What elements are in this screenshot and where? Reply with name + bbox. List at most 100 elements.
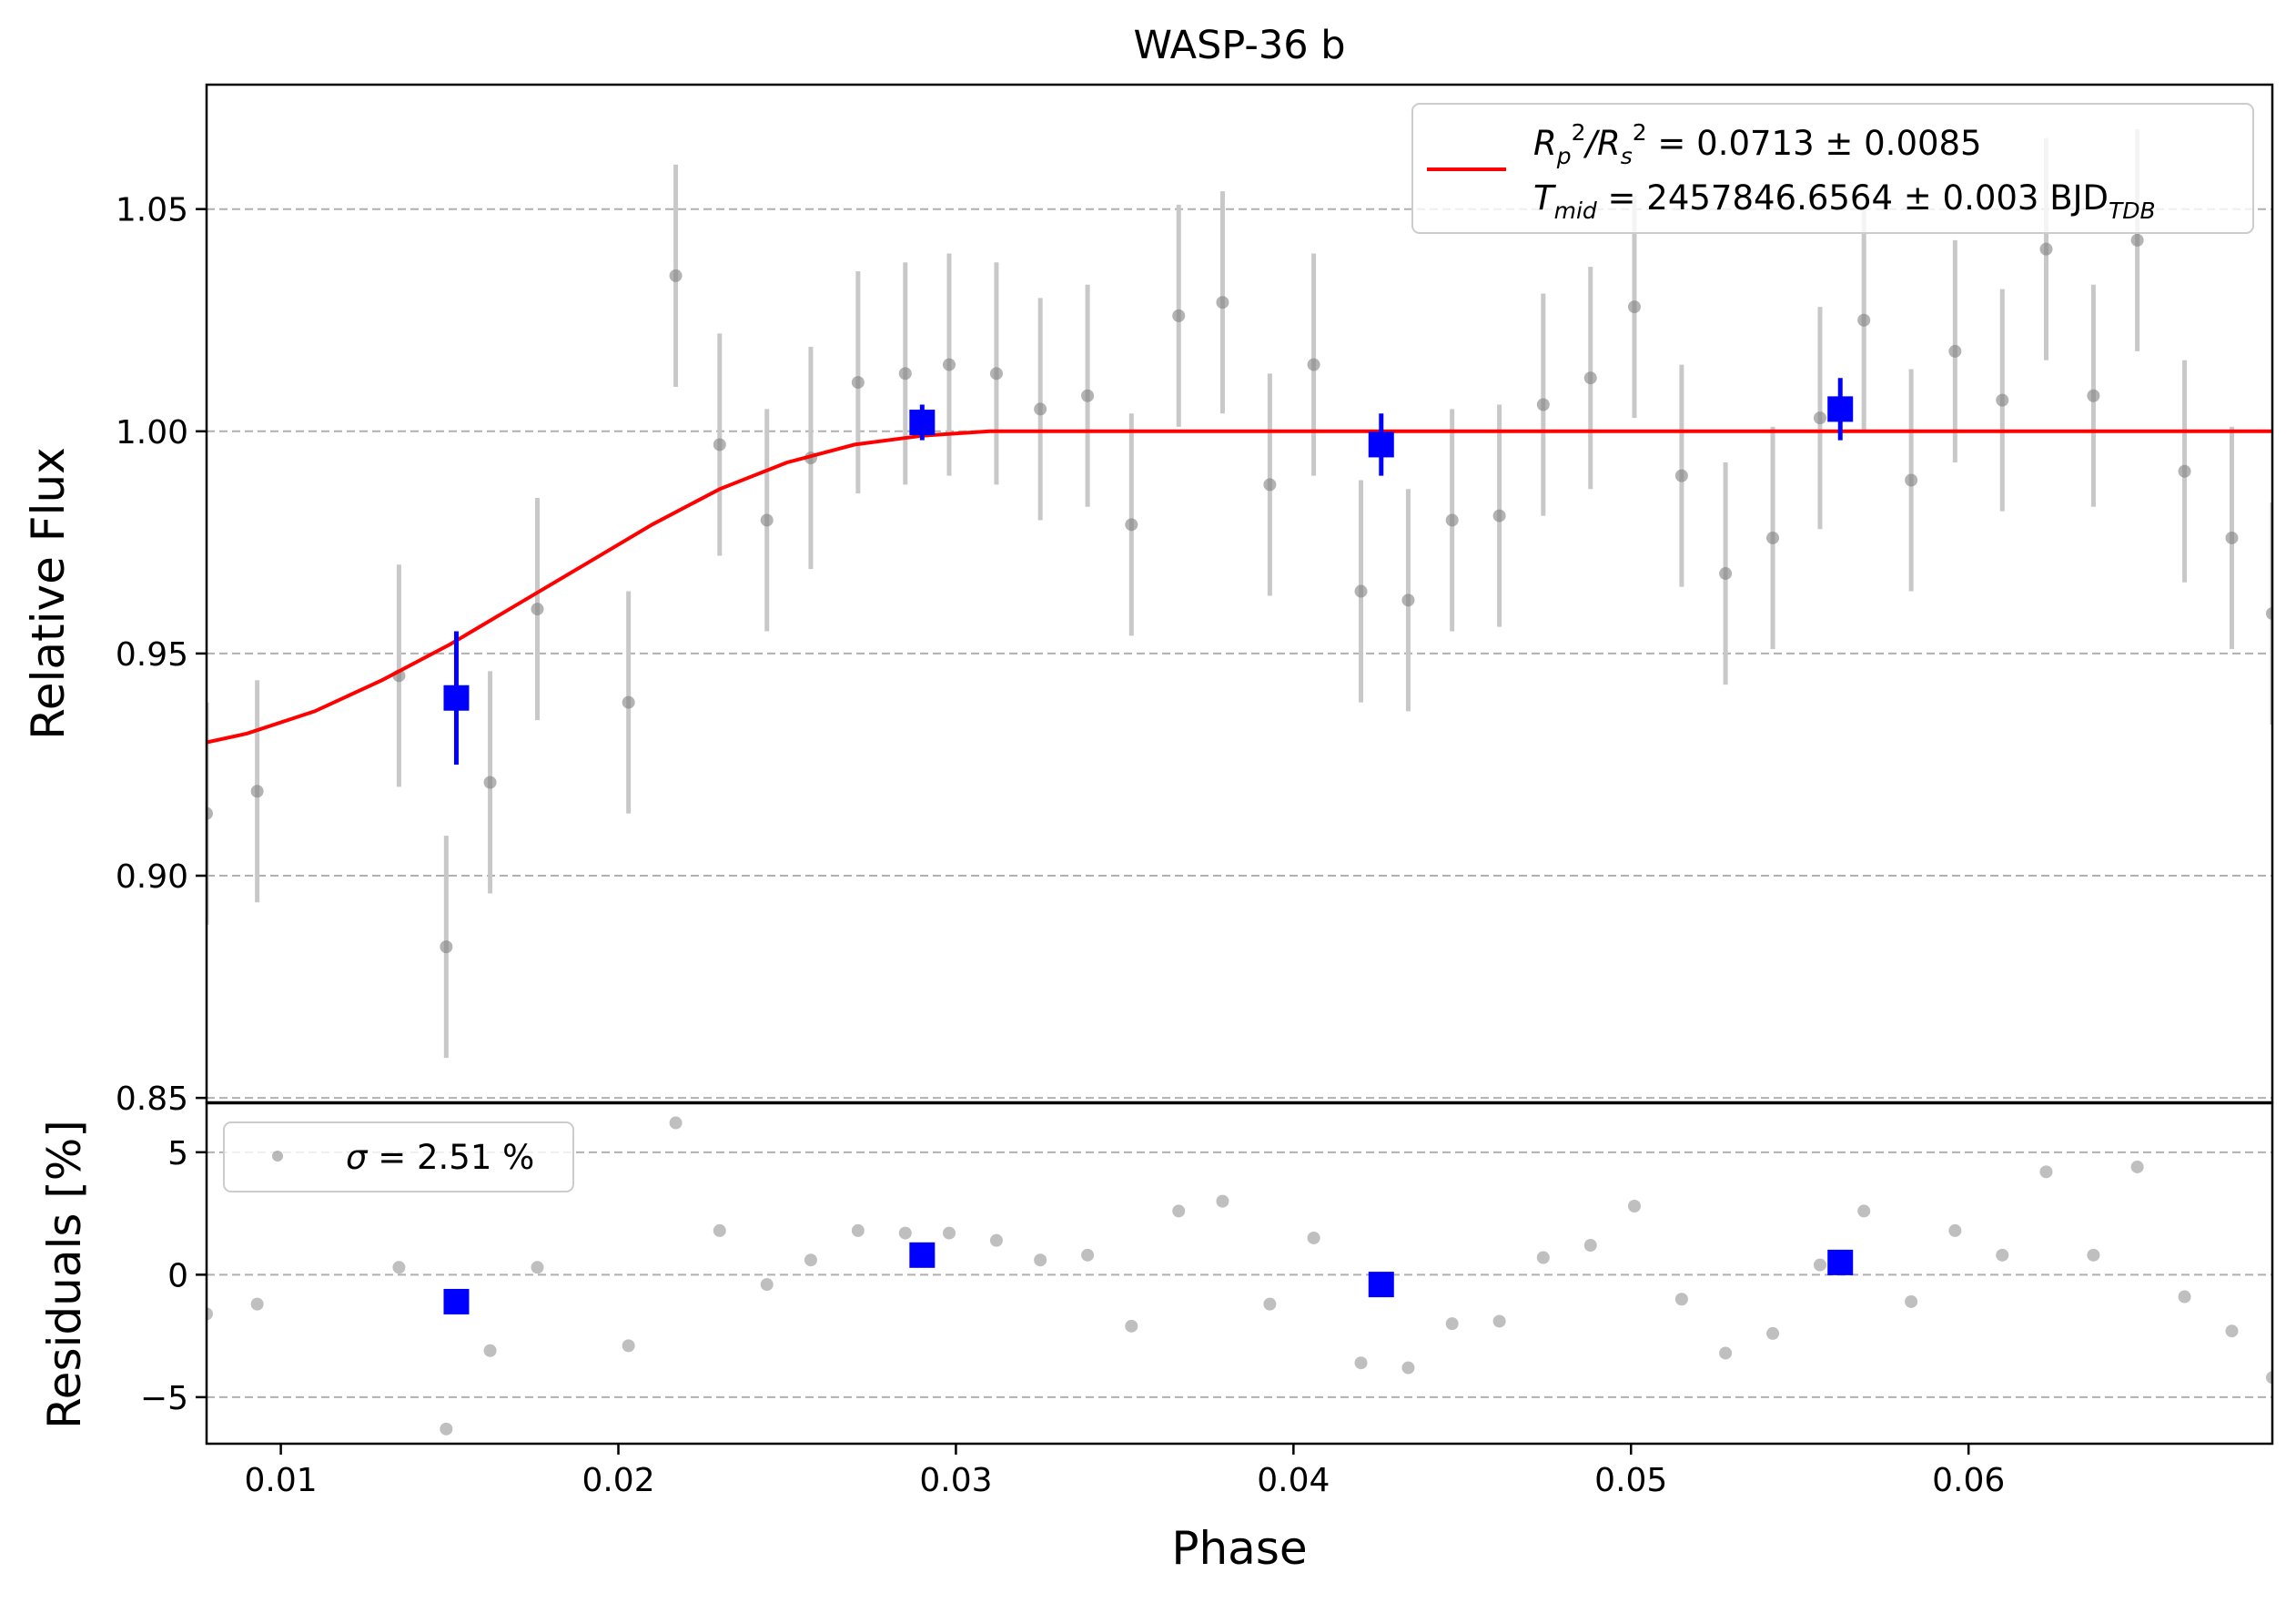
raw-point — [1627, 300, 1641, 314]
residual-binned-points — [443, 1242, 1854, 1314]
residual-point — [943, 1226, 956, 1240]
x-axis-ticks: 0.01 0.02 0.03 0.04 0.05 0.06 — [245, 1444, 2005, 1499]
raw-point — [531, 603, 544, 616]
residual-point — [250, 1297, 264, 1311]
main-y-tick-label: 0.95 — [116, 636, 188, 674]
raw-point — [1125, 518, 1138, 532]
residual-point — [1813, 1258, 1826, 1272]
residual-point — [1263, 1297, 1277, 1311]
model-transit-curve — [207, 429, 2272, 745]
main-legend-box — [1411, 103, 2254, 234]
binned-point — [1368, 431, 1394, 458]
main-legend: Rp2/Rs2 = 0.0713 ± 0.0085 Tmid = 2457846… — [1411, 103, 2254, 234]
raw-point — [1536, 398, 1550, 411]
residual-point — [760, 1278, 774, 1292]
residual-point — [1583, 1239, 1597, 1253]
raw-point — [1766, 531, 1780, 544]
raw-point — [1583, 371, 1597, 385]
residual-point — [1445, 1317, 1459, 1331]
residual-point — [1766, 1326, 1780, 1340]
residual-legend-marker — [272, 1151, 283, 1162]
residual-legend-label: σ = 2.51 % — [346, 1138, 534, 1177]
residual-point — [1034, 1253, 1047, 1267]
main-panel: 0.85 0.90 0.95 1.00 1.05 Rp2/Rs2 = 0.0713 ± … — [22, 83, 2274, 1118]
residual-axes-frame — [205, 1101, 2274, 1446]
residual-point — [1172, 1204, 1186, 1218]
main-binned-points — [443, 378, 1854, 765]
residual-point — [440, 1422, 453, 1436]
raw-point — [1034, 402, 1047, 416]
main-y-tick-label: 0.90 — [116, 858, 188, 896]
raw-point — [483, 776, 497, 789]
residual-y-ticks: −5 0 5 — [140, 1135, 207, 1417]
residual-binned-point — [1368, 1272, 1394, 1298]
raw-point — [2266, 606, 2272, 620]
residual-point — [1996, 1248, 2009, 1262]
binned-point — [443, 685, 470, 711]
residual-point — [989, 1233, 1003, 1247]
residual-point — [1401, 1361, 1415, 1375]
residual-y-tick-label: −5 — [140, 1380, 188, 1417]
residual-y-tick-label: 5 — [167, 1135, 188, 1172]
main-y-ticks: 0.85 0.90 0.95 1.00 1.05 — [116, 192, 207, 1118]
raw-point — [1857, 313, 1871, 327]
residual-legend-box — [223, 1121, 574, 1192]
raw-point — [1492, 509, 1506, 522]
raw-point — [2225, 531, 2239, 544]
residual-point — [1492, 1314, 1506, 1328]
raw-point — [1813, 411, 1826, 425]
x-tick-label: 0.05 — [1594, 1462, 1667, 1499]
residual-binned-point — [909, 1242, 936, 1268]
residual-point — [1857, 1204, 1871, 1218]
raw-point — [1354, 584, 1368, 598]
residual-raw-points — [207, 1116, 2272, 1436]
main-legend-label-rp-rs: Rp2/Rs2 = 0.0713 ± 0.0085 — [1533, 119, 1982, 169]
residual-point — [804, 1253, 817, 1267]
residual-point — [531, 1261, 544, 1274]
raw-point — [1719, 567, 1733, 581]
residual-point — [1216, 1194, 1229, 1208]
x-tick-label: 0.02 — [582, 1462, 654, 1499]
chart-title: WASP-36 b — [1133, 23, 1345, 68]
residual-legend: σ = 2.51 % — [223, 1121, 574, 1192]
raw-point — [2039, 242, 2053, 256]
residual-binned-point — [443, 1288, 470, 1314]
residual-point — [1536, 1251, 1550, 1264]
raw-point — [851, 376, 865, 390]
main-raw-points — [207, 233, 2272, 954]
residual-point — [669, 1116, 683, 1130]
raw-point — [1401, 594, 1415, 607]
binned-point — [909, 410, 936, 436]
raw-point — [1216, 296, 1229, 309]
main-gridlines — [207, 208, 2272, 1100]
residual-y-axis-label: Residuals [%] — [38, 1120, 91, 1429]
raw-point — [2178, 464, 2191, 478]
raw-point — [622, 695, 635, 709]
residual-point — [1719, 1346, 1733, 1360]
residual-point — [851, 1223, 865, 1237]
residual-point — [1125, 1319, 1138, 1333]
main-y-tick-label: 1.05 — [116, 192, 188, 229]
residual-point — [392, 1261, 406, 1274]
raw-point — [669, 269, 683, 282]
raw-point — [1948, 344, 1962, 358]
raw-point — [989, 367, 1003, 380]
x-tick-label: 0.06 — [1932, 1462, 2005, 1499]
residual-point — [2178, 1290, 2191, 1304]
raw-point — [1674, 469, 1688, 482]
binned-point — [1827, 396, 1854, 422]
x-tick-label: 0.03 — [919, 1462, 992, 1499]
main-y-tick-label: 0.85 — [116, 1081, 188, 1118]
x-tick-label: 0.01 — [245, 1462, 318, 1499]
raw-point — [2087, 389, 2100, 402]
residual-point — [898, 1226, 912, 1240]
residual-point — [1948, 1223, 1962, 1237]
residual-point — [1307, 1231, 1320, 1244]
raw-point — [250, 785, 264, 798]
residual-point — [2087, 1248, 2100, 1262]
x-tick-label: 0.04 — [1257, 1462, 1330, 1499]
raw-point — [2130, 233, 2144, 247]
raw-point — [440, 940, 453, 954]
residual-panel: −5 0 5 0.01 0.02 0.03 0.04 0.05 0.06 σ = 2.51 %… — [38, 1101, 2274, 1575]
